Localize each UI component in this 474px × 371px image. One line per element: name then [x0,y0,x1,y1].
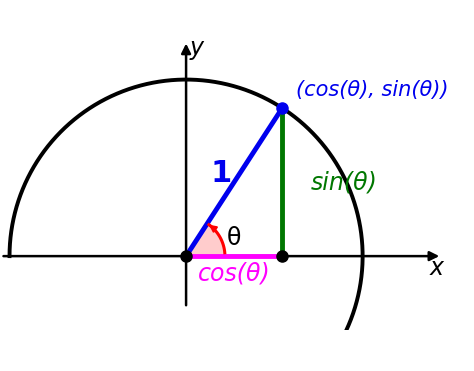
Text: 1: 1 [210,159,231,188]
Text: x: x [430,256,444,280]
Text: (cos(θ), sin(θ)): (cos(θ), sin(θ)) [296,81,449,101]
Text: θ: θ [227,226,241,250]
Text: cos(θ): cos(θ) [198,262,271,286]
Text: y: y [190,36,204,60]
Wedge shape [186,224,225,256]
Text: sin(θ): sin(θ) [310,170,377,194]
